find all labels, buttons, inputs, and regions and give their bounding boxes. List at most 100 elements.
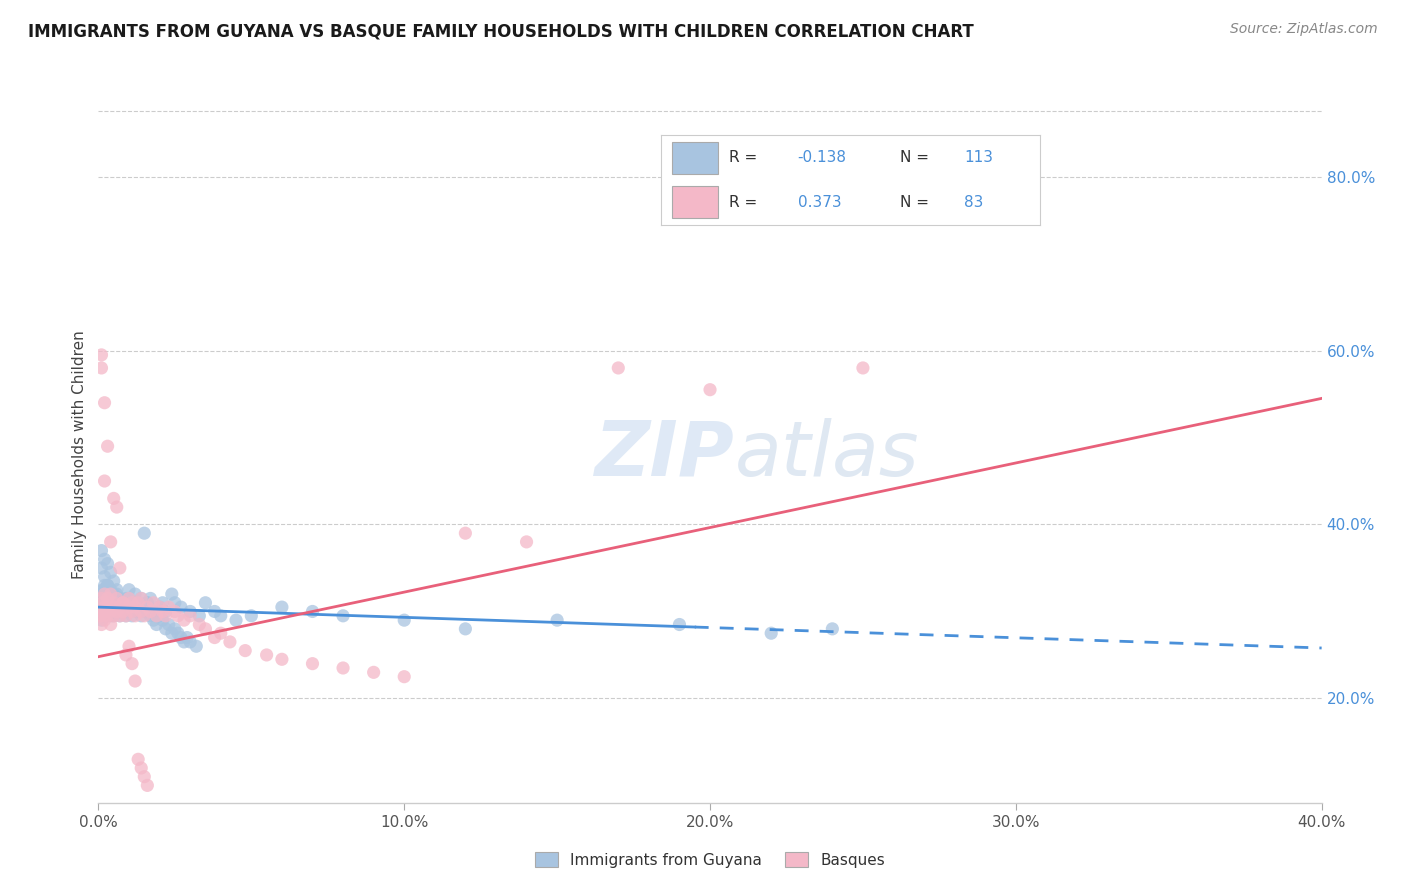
Point	[105, 587, 128, 601]
Point	[91, 596, 114, 610]
Point	[160, 626, 183, 640]
Point	[91, 608, 114, 623]
Point	[160, 587, 183, 601]
Point	[219, 635, 242, 649]
Point	[127, 596, 149, 610]
Point	[97, 591, 120, 606]
Point	[454, 526, 477, 541]
Point	[100, 617, 122, 632]
Point	[145, 608, 167, 623]
Point	[100, 605, 122, 619]
Point	[100, 534, 122, 549]
Point	[115, 608, 138, 623]
Point	[97, 600, 120, 615]
Point	[209, 608, 232, 623]
Text: N =: N =	[900, 194, 934, 210]
Point	[157, 617, 180, 632]
Point	[163, 605, 186, 619]
Point	[108, 608, 131, 623]
Point	[270, 652, 292, 666]
Point	[152, 605, 174, 619]
Point	[188, 617, 211, 632]
Point	[100, 605, 122, 619]
Point	[204, 605, 226, 619]
Point	[103, 591, 125, 606]
Point	[852, 361, 875, 376]
FancyBboxPatch shape	[672, 186, 718, 218]
Point	[91, 582, 114, 597]
Point	[121, 605, 143, 619]
Point	[103, 491, 125, 506]
Point	[118, 600, 141, 615]
Point	[256, 648, 278, 662]
Point	[170, 600, 193, 615]
Point	[139, 605, 162, 619]
Point	[392, 613, 416, 627]
Point	[176, 631, 198, 645]
Point	[93, 474, 115, 488]
Point	[363, 665, 385, 680]
Point	[90, 543, 112, 558]
Point	[546, 613, 568, 627]
Point	[93, 395, 115, 409]
Point	[157, 600, 180, 615]
Point	[121, 608, 143, 623]
Point	[188, 608, 211, 623]
Point	[111, 596, 134, 610]
Point	[93, 552, 115, 566]
Point	[101, 596, 124, 610]
Point	[821, 622, 844, 636]
Point	[118, 591, 141, 606]
Point	[194, 596, 217, 610]
Point	[121, 605, 143, 619]
Point	[121, 657, 143, 671]
Point	[108, 591, 131, 606]
Text: R =: R =	[730, 194, 762, 210]
Point	[93, 578, 115, 592]
Point	[108, 591, 131, 606]
Text: -0.138: -0.138	[797, 151, 846, 165]
Point	[105, 582, 128, 597]
Point	[134, 605, 156, 619]
Point	[111, 596, 134, 610]
Point	[134, 608, 156, 623]
Point	[139, 591, 162, 606]
Point	[233, 643, 256, 657]
Point	[97, 608, 120, 623]
Point	[127, 605, 149, 619]
Point	[149, 600, 172, 615]
Point	[136, 596, 159, 610]
Point	[607, 361, 630, 376]
Point	[93, 596, 115, 610]
Y-axis label: Family Households with Children: Family Households with Children	[72, 331, 87, 579]
Point	[240, 608, 263, 623]
Point	[97, 578, 120, 592]
Point	[103, 600, 125, 615]
Point	[332, 608, 354, 623]
Point	[392, 670, 416, 684]
Point	[225, 613, 247, 627]
Point	[270, 600, 292, 615]
Point	[124, 600, 146, 615]
Point	[103, 608, 125, 623]
Point	[136, 600, 159, 615]
Point	[149, 600, 172, 615]
Point	[163, 596, 186, 610]
Point	[90, 587, 112, 601]
Point	[124, 600, 146, 615]
Point	[118, 639, 141, 653]
Point	[145, 617, 167, 632]
Point	[115, 591, 138, 606]
Text: atlas: atlas	[734, 418, 920, 491]
Text: 113: 113	[965, 151, 994, 165]
Point	[90, 561, 112, 575]
Point	[108, 600, 131, 615]
Point	[97, 439, 120, 453]
Point	[134, 526, 156, 541]
Point	[129, 605, 152, 619]
Point	[186, 639, 208, 653]
Point	[149, 608, 172, 623]
Point	[301, 657, 323, 671]
Point	[124, 605, 146, 619]
Point	[108, 561, 131, 575]
